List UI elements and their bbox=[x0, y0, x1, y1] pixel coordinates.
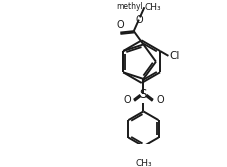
Text: O: O bbox=[116, 20, 124, 30]
Text: O: O bbox=[135, 15, 143, 25]
Text: CH₃: CH₃ bbox=[144, 3, 161, 12]
Text: O: O bbox=[156, 95, 164, 105]
Text: Cl: Cl bbox=[169, 51, 180, 61]
Text: S: S bbox=[140, 88, 147, 101]
Text: O: O bbox=[123, 95, 131, 105]
Text: CH₃: CH₃ bbox=[135, 159, 152, 167]
Text: methyl: methyl bbox=[117, 2, 143, 11]
